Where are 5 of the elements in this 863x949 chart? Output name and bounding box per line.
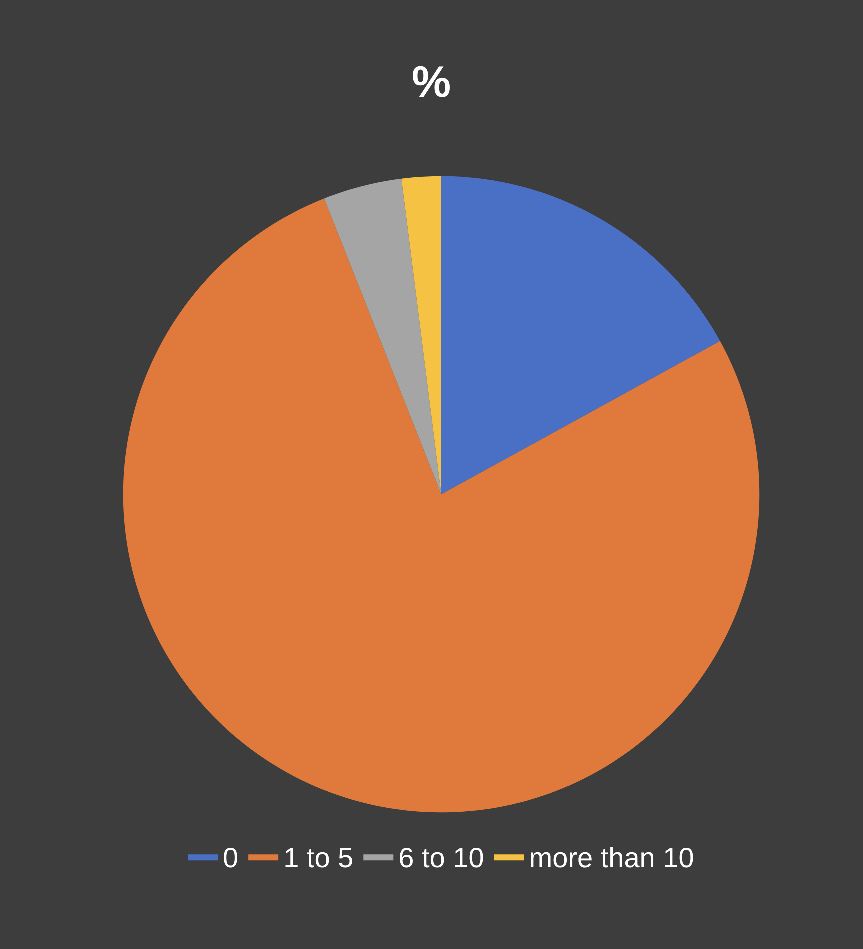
legend-label: 6 to 10	[398, 842, 484, 874]
legend-label: more than 10	[529, 842, 694, 874]
legend-label: 0	[223, 842, 239, 874]
chart-title: %	[412, 58, 452, 108]
legend-label: 1 to 5	[284, 842, 354, 874]
